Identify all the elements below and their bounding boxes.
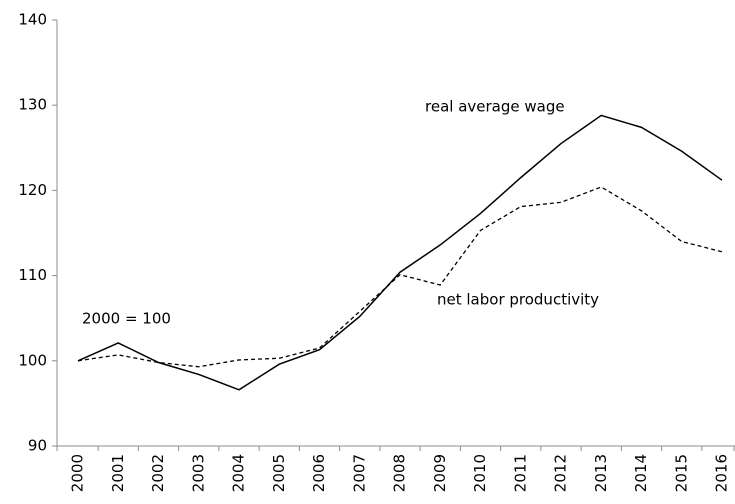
line-series <box>77 186 723 368</box>
y-tick-label: 130 <box>18 96 47 114</box>
x-tick-label: 2012 <box>552 454 570 492</box>
x-tick-label: 2004 <box>230 454 248 492</box>
x-tick-label: 2007 <box>350 454 368 492</box>
y-tick-label: 120 <box>18 181 47 199</box>
x-tick-label: 2015 <box>672 454 690 492</box>
x-tick-label: 2001 <box>109 454 127 492</box>
y-tick-label: 140 <box>18 11 47 29</box>
x-tick-label: 2016 <box>713 454 731 492</box>
annotation: 2000 = 100 <box>82 310 171 328</box>
x-tick-label: 2003 <box>189 454 207 492</box>
x-tick-label: 2013 <box>592 454 610 492</box>
x-tick-label: 2006 <box>310 454 328 492</box>
x-tick-label: 2010 <box>471 454 489 492</box>
x-tick-label: 2009 <box>431 454 449 492</box>
x-tick-label: 2002 <box>149 454 167 492</box>
y-tick-label: 100 <box>18 351 47 369</box>
line-series <box>77 114 723 391</box>
x-tick-label: 2014 <box>632 454 650 492</box>
x-tick-label: 2000 <box>69 454 87 492</box>
x-tick-label: 2008 <box>391 454 409 492</box>
series-label: net labor productivity <box>437 291 599 309</box>
series-label: real average wage <box>425 98 565 116</box>
x-tick-label: 2011 <box>511 454 529 492</box>
y-tick-label: 90 <box>28 437 47 455</box>
x-tick-label: 2005 <box>270 454 288 492</box>
y-tick-label: 110 <box>18 266 47 284</box>
